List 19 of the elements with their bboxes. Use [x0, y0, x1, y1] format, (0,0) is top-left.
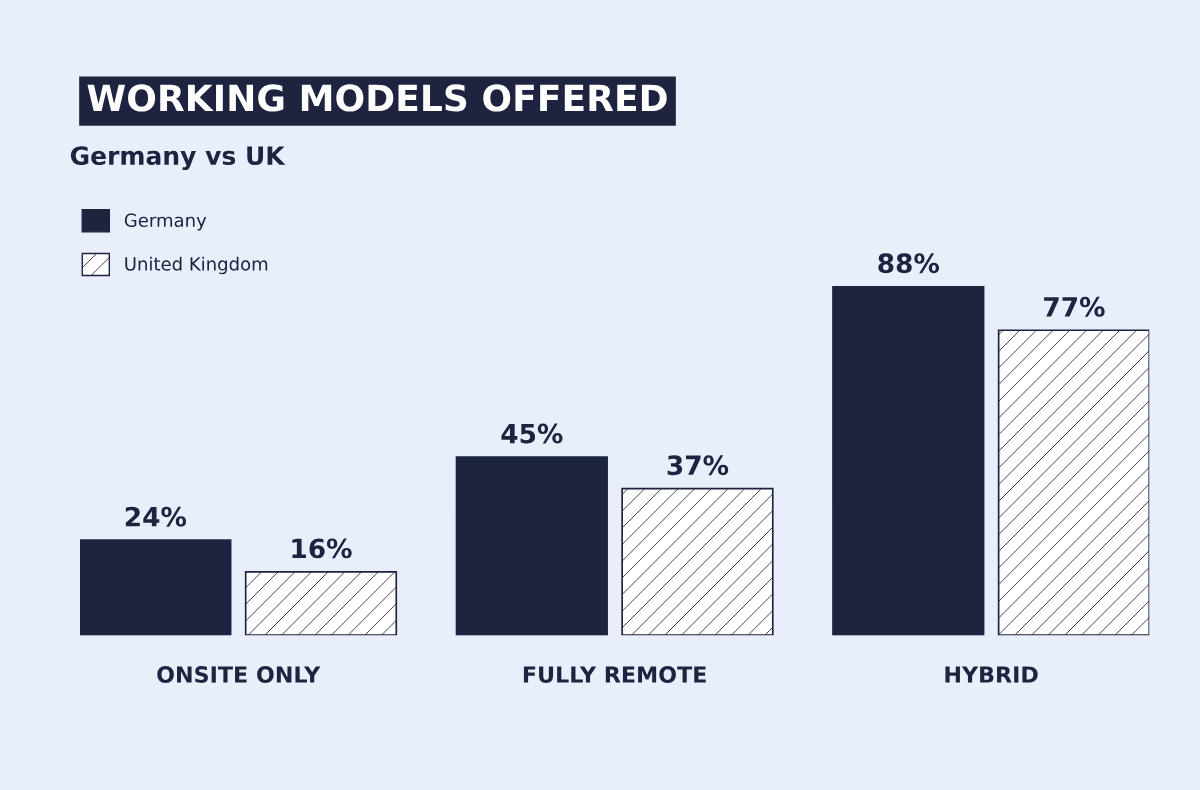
- data-label: 88%: [878, 253, 940, 274]
- bar: [621, 487, 774, 636]
- data-label: 77%: [1044, 296, 1105, 317]
- x-tick-label: HYBRID: [945, 666, 1038, 683]
- bar: [455, 456, 608, 636]
- legend-label: United Kingdom: [125, 256, 268, 275]
- bar: [832, 285, 985, 636]
- bar: [244, 570, 398, 636]
- chart-subtitle: Germany vs UK: [70, 146, 286, 171]
- data-label: 16%: [292, 538, 352, 559]
- bar: [80, 539, 232, 636]
- legend-label: Germany: [124, 213, 207, 231]
- bar: [997, 329, 1150, 636]
- x-tick-label: ONSITE ONLY: [157, 666, 321, 683]
- chart-title: WORKING MODELS OFFERED: [87, 84, 667, 112]
- x-tick-label: FULLY REMOTE: [523, 666, 706, 683]
- data-label: 45%: [501, 423, 563, 444]
- data-label: 24%: [125, 506, 187, 527]
- data-label: 37%: [667, 455, 729, 476]
